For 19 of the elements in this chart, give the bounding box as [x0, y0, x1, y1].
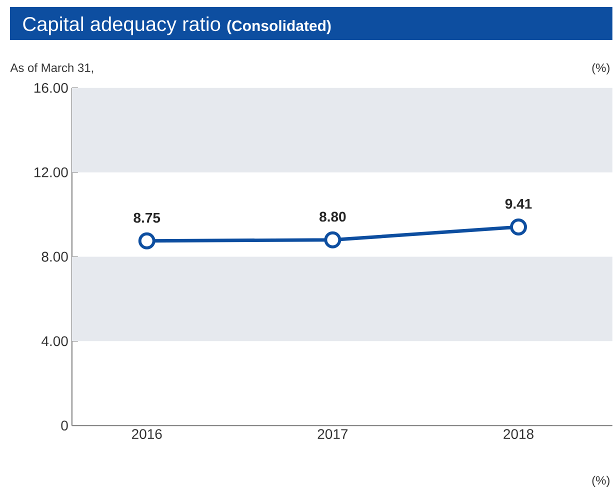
x-tick-label: 2016 — [132, 429, 162, 440]
x-tick-label: 2018 — [504, 429, 534, 440]
y-tick-label: 8.00 — [42, 252, 68, 262]
point — [138, 232, 156, 250]
y-tick-label: 4.00 — [42, 336, 68, 346]
point — [510, 218, 527, 236]
x-tick-label: 2017 — [318, 429, 348, 440]
y-tick-label: 12.00 — [34, 168, 68, 178]
text: (%) — [592, 476, 610, 488]
chart-subtitle: (Consolidated) — [227, 20, 331, 34]
text: As of March 31, — [10, 63, 94, 74]
data-label: 8.75 — [134, 213, 160, 223]
text: (%) — [592, 63, 610, 75]
y-tick-label: 0 — [61, 420, 68, 431]
chart-title: Capital adequacy ratio — [23, 16, 220, 36]
y-tick-label: 16.00 — [34, 83, 68, 94]
data-label: 8.80 — [320, 212, 346, 222]
data-label: 9.41 — [505, 199, 532, 210]
point — [324, 232, 342, 249]
